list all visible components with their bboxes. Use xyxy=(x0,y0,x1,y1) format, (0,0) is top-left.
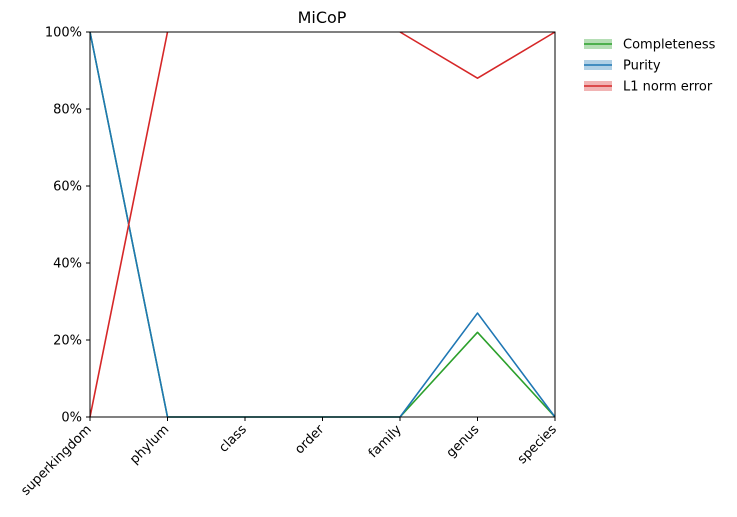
x-axis: superkingdom phylum class order family genus s… xyxy=(18,417,560,499)
legend-label: Completeness xyxy=(623,38,716,53)
series-layer xyxy=(89,31,556,418)
series-line xyxy=(89,31,556,418)
x-tick-label: species xyxy=(515,422,560,467)
x-tick-label: order xyxy=(292,422,328,458)
y-tick-label: 60% xyxy=(53,180,82,195)
y-tick-label: 40% xyxy=(53,257,82,272)
legend-label: L1 norm error xyxy=(623,80,713,95)
series-line xyxy=(89,31,556,418)
x-tick-label: superkingdom xyxy=(18,422,94,498)
y-tick-label: 20% xyxy=(53,334,82,349)
y-tick-label: 0% xyxy=(61,411,82,426)
y-axis: 0% 20% 40% 60% 80% 100% xyxy=(45,26,90,426)
x-tick-label: genus xyxy=(444,422,483,461)
series-line xyxy=(89,31,169,418)
x-tick-label: phylum xyxy=(127,422,172,467)
legend-label: Purity xyxy=(623,59,661,74)
chart-title: MiCoP xyxy=(298,8,347,27)
y-tick-label: 100% xyxy=(45,26,82,41)
series-line xyxy=(399,31,556,79)
legend: Completeness Purity L1 norm error xyxy=(584,38,716,95)
y-tick-label: 80% xyxy=(53,103,82,118)
plot-frame xyxy=(89,31,556,418)
x-tick-label: family xyxy=(366,422,405,461)
x-tick-label: class xyxy=(216,422,250,456)
